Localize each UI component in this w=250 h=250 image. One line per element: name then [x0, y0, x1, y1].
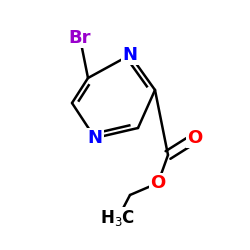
- Text: H$_3$C: H$_3$C: [100, 208, 136, 228]
- Text: N: N: [122, 46, 138, 64]
- Text: Br: Br: [69, 29, 91, 47]
- Text: O: O: [188, 129, 202, 147]
- Text: O: O: [150, 174, 166, 192]
- Text: N: N: [88, 129, 102, 147]
